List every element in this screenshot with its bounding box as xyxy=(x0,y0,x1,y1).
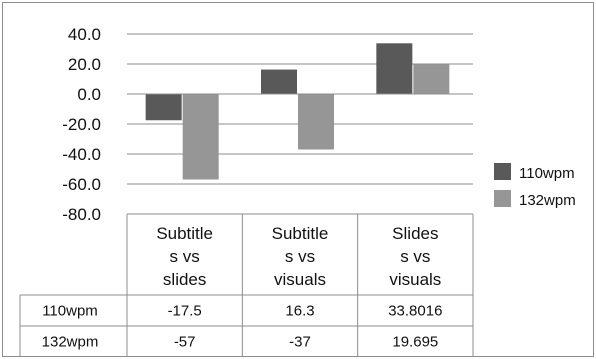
y-tick-labels: 40.0 20.0 0.0 -20.0 -40.0 -60.0 -80.0 xyxy=(62,25,101,224)
legend: 110wpm 132wpm xyxy=(494,163,576,209)
y-tick-label: 40.0 xyxy=(68,25,101,44)
x-category-label: Subtitle xyxy=(272,224,329,243)
x-category-label: slides xyxy=(163,270,206,289)
x-category-label: visuals xyxy=(389,270,441,289)
x-category-label: visuals xyxy=(274,270,326,289)
bar-110wpm-2 xyxy=(376,43,413,94)
legend-label: 110wpm xyxy=(519,165,575,182)
table-row-label: 132wpm xyxy=(42,334,99,351)
bar-132wpm-1 xyxy=(298,94,334,150)
table-cell-value: -37 xyxy=(289,334,311,351)
legend-swatch-110wpm xyxy=(494,163,511,180)
table-cell-value: 16.3 xyxy=(285,303,314,320)
x-category-label: s vs xyxy=(285,247,315,266)
y-tick-label: -60.0 xyxy=(62,175,101,194)
x-category-label: s vs xyxy=(400,247,430,266)
y-tick-label: 20.0 xyxy=(68,55,101,74)
x-category-label: s vs xyxy=(170,247,200,266)
table-cell-value: -57 xyxy=(174,334,196,351)
data-table: Subtitle s vs slides Subtitle s vs visuals Sli… xyxy=(19,214,474,356)
legend-swatch-132wpm xyxy=(494,190,511,207)
y-tick-label: -40.0 xyxy=(62,145,101,164)
chart-svg: 40.0 20.0 0.0 -20.0 -40.0 -60.0 -80.0 Subtitle… xyxy=(19,25,576,356)
table-row-label: 110wpm xyxy=(42,303,98,320)
y-tick-label: -80.0 xyxy=(62,205,101,224)
bar-110wpm-0 xyxy=(145,94,182,121)
x-category-label: Slides xyxy=(392,224,438,243)
legend-label: 132wpm xyxy=(519,192,576,209)
y-tick-label: 0.0 xyxy=(77,85,101,104)
x-category-label: Subtitle xyxy=(156,224,213,243)
bar-110wpm-1 xyxy=(261,69,297,94)
table-cell-value: 19.695 xyxy=(392,334,438,351)
table-cell-value: 33.8016 xyxy=(388,303,442,320)
table-cell-value: -17.5 xyxy=(168,303,202,320)
bar-132wpm-0 xyxy=(182,94,219,180)
bar-132wpm-2 xyxy=(413,64,450,94)
y-tick-label: -20.0 xyxy=(62,115,101,134)
bars-layer xyxy=(127,43,473,180)
